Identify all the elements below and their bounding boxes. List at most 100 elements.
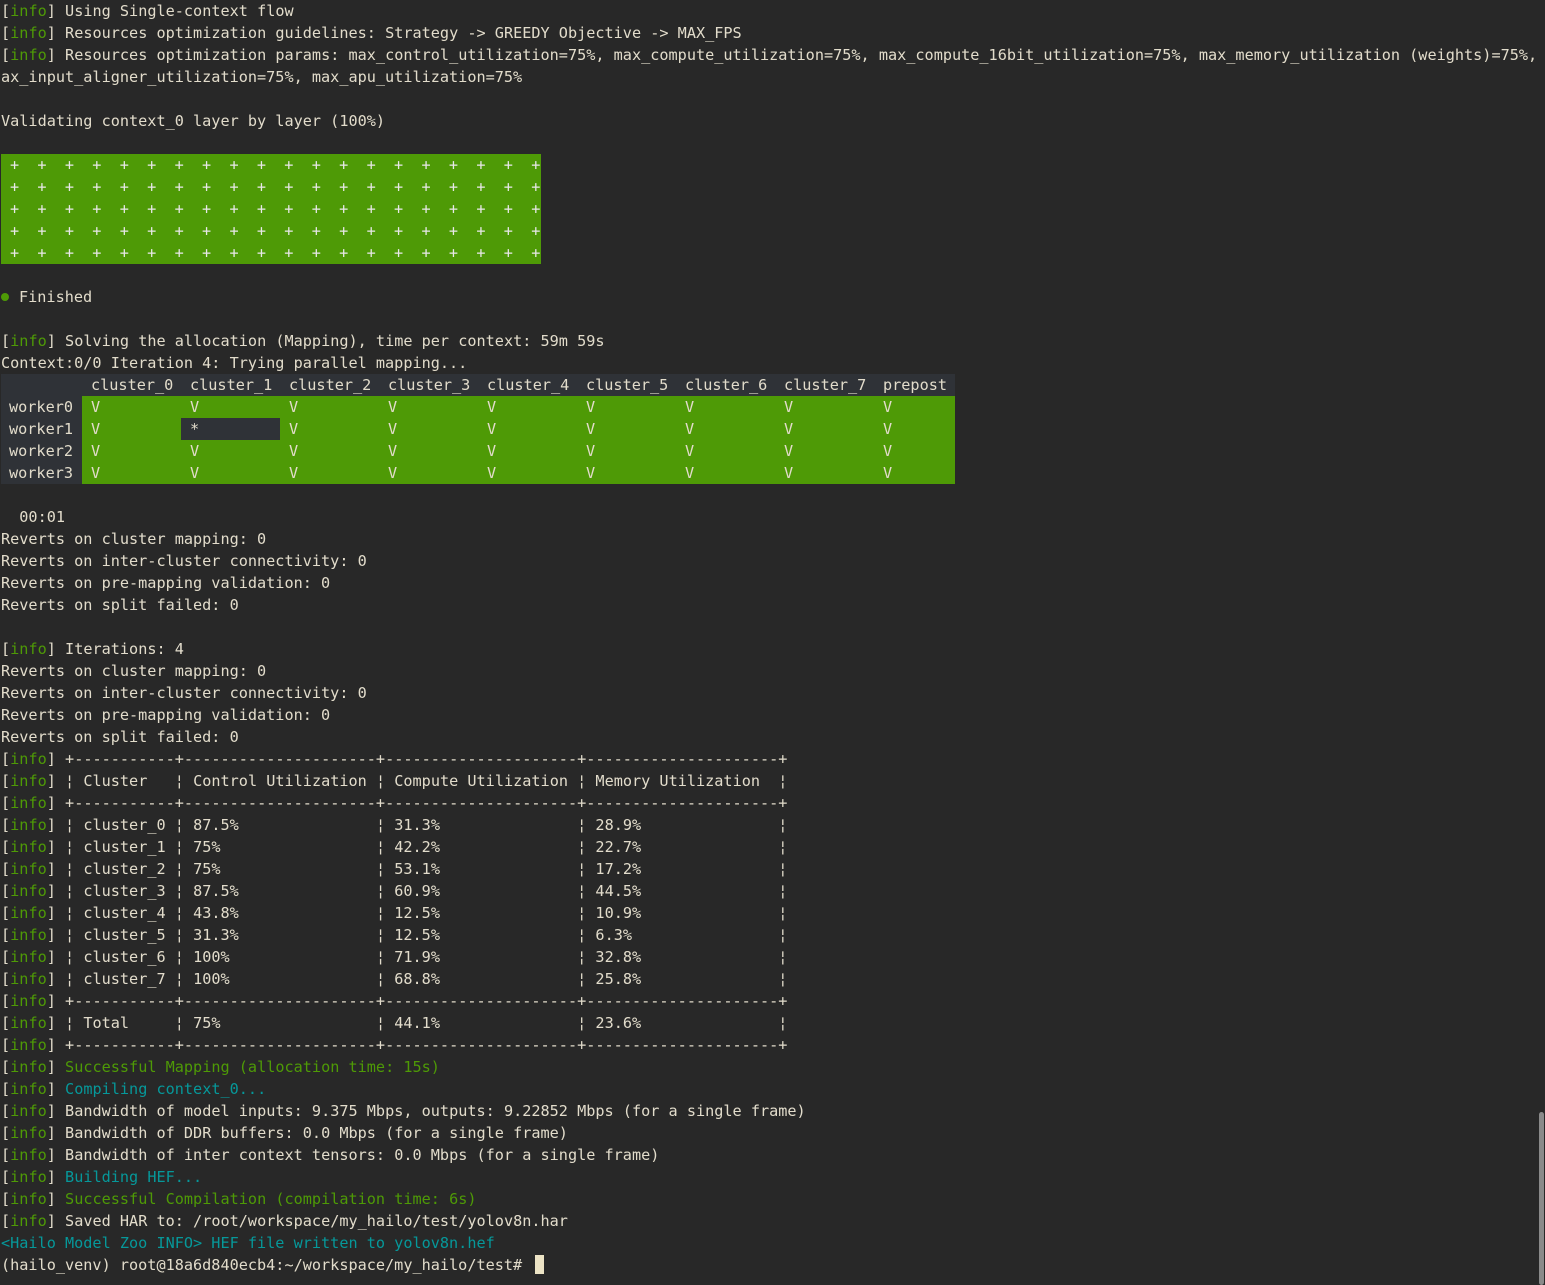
log-line: ax_input_aligner_utilization=75%, max_ap… (1, 66, 1533, 88)
util-table-row: [info] ¦ cluster_3 ¦ 87.5% ¦ 60.9% ¦ 44.5% ¦ (1, 880, 1533, 902)
log-text: Solving the allocation (Mapping), time p… (65, 332, 605, 350)
info-prefix-close: ] (46, 860, 56, 878)
log-text: Reverts on cluster mapping: 0 (1, 662, 267, 680)
log-text: Building HEF... (65, 1168, 203, 1186)
table-cell: Cluster (83, 772, 148, 790)
util-table-total: [info] ¦ Total ¦ 75% ¦ 44.1% ¦ 23.6% ¦ (1, 1012, 1533, 1034)
worker-label: worker0 (1, 396, 82, 418)
column-separator: ¦ (375, 926, 386, 944)
mapping-cell: V (883, 464, 893, 482)
util-table-row: [info] ¦ cluster_1 ¦ 75% ¦ 42.2% ¦ 22.7% ¦ (1, 836, 1533, 858)
info-prefix-open: [ (1, 772, 11, 790)
info-prefix-word: info (10, 1146, 47, 1164)
log-line: Reverts on pre-mapping validation: 0 (1, 704, 1533, 726)
blank-line (1, 264, 1533, 286)
log-line: Reverts on inter-cluster connectivity: 0 (1, 682, 1533, 704)
column-separator: ¦ (577, 948, 587, 966)
column-separator: ¦ (375, 816, 386, 834)
log-line: Reverts on cluster mapping: 0 (1, 660, 1533, 682)
table-cell: cluster_5 (83, 926, 166, 944)
column-separator: ¦ (375, 772, 386, 790)
mapping-cell: V (91, 398, 101, 416)
info-prefix-close: ] (46, 1190, 56, 1208)
info-prefix-open: [ (1, 816, 11, 834)
column-separator: ¦ (577, 1014, 587, 1032)
table-cell: 44.1% (394, 1014, 440, 1032)
mapping-cell: V (190, 442, 200, 460)
log-text: Successful Mapping (allocation time: 15s… (65, 1058, 440, 1076)
info-prefix-word: info (10, 860, 47, 878)
util-table-row: [info] ¦ cluster_0 ¦ 87.5% ¦ 31.3% ¦ 28.9% ¦ (1, 814, 1533, 836)
mapping-cell: V (784, 420, 794, 438)
util-table-border: [info] +-----------+--------------------… (1, 1034, 1533, 1056)
mapping-cell: V (190, 464, 200, 482)
info-prefix-word: info (10, 838, 47, 856)
info-prefix-word: info (10, 948, 47, 966)
column-separator: ¦ (577, 816, 587, 834)
info-prefix-open: [ (1, 882, 11, 900)
mapping-cell: V (190, 398, 200, 416)
info-prefix-open: [ (1, 1058, 11, 1076)
table-cell: 12.5% (394, 926, 440, 944)
log-text: ax_input_aligner_utilization=75%, max_ap… (1, 68, 523, 86)
info-prefix-word: info (10, 904, 47, 922)
mapping-cell: * (181, 418, 280, 440)
column-separator: ¦ (577, 904, 587, 922)
info-prefix-close: ] (46, 1102, 56, 1120)
info-prefix-word: info (10, 882, 47, 900)
column-separator: ¦ (174, 1014, 184, 1032)
mapping-cell: V (388, 442, 398, 460)
table-cell: 100% (193, 948, 230, 966)
table-cell: 68.8% (394, 970, 440, 988)
corner-cell (1, 374, 82, 396)
info-prefix-word: info (10, 2, 47, 20)
log-line: [info] Successful Mapping (allocation ti… (1, 1056, 1533, 1078)
worker-mapping-table: cluster_0 cluster_1 cluster_2 cluster_3 clus… (1, 374, 955, 484)
log-line (1, 616, 1533, 638)
log-line: Reverts on pre-mapping validation: 0 (1, 572, 1533, 594)
mapping-cell: V (388, 464, 398, 482)
table-cell: 25.8% (595, 970, 642, 988)
log-line: Reverts on split failed: 0 (1, 726, 1533, 748)
info-prefix-word: info (10, 772, 47, 790)
log-text: Bandwidth of inter context tensors: 0.0 … (65, 1146, 660, 1164)
info-prefix-word: info (10, 1124, 47, 1142)
info-prefix-close: ] (46, 332, 56, 350)
log-line: Reverts on inter-cluster connectivity: 0 (1, 550, 1533, 572)
column-separator: ¦ (65, 970, 75, 988)
scrollbar-thumb[interactable] (1539, 1112, 1544, 1285)
info-prefix-word: info (10, 640, 47, 658)
worker-table-header: cluster_0 cluster_1 cluster_2 cluster_3 clus… (1, 374, 955, 396)
column-separator: ¦ (778, 816, 788, 834)
mapping-cell: V (883, 420, 893, 438)
info-prefix-word: info (10, 1212, 47, 1230)
info-prefix-open: [ (1, 1080, 11, 1098)
column-separator: ¦ (174, 926, 184, 944)
log-text: Iterations: 4 (65, 640, 184, 658)
table-cell: 75% (193, 838, 221, 856)
mapping-cell: V (487, 398, 497, 416)
info-prefix-open: [ (1, 1168, 11, 1186)
table-cell: 100% (193, 970, 230, 988)
worker-label: worker2 (1, 440, 82, 462)
column-header: prepost (883, 376, 948, 394)
table-cell: 22.7% (595, 838, 642, 856)
info-prefix-open: [ (1, 948, 11, 966)
shell-prompt[interactable]: (hailo_venv) root@18a6d840ecb4:~/workspa… (1, 1254, 1533, 1276)
validation-progress-grid: + + + + + + + + + + + + + + + + + + + + +… (1, 154, 541, 264)
info-prefix-word: info (10, 992, 47, 1010)
log-line: [info] Bandwidth of model inputs: 9.375 … (1, 1100, 1533, 1122)
header-cells: cluster_0 cluster_1 cluster_2 cluster_3 clus… (82, 374, 955, 396)
worker-cells: V * V V V V V V V (82, 418, 955, 440)
border-line: +-----------+---------------------+-----… (65, 992, 788, 1010)
mapping-cell: V (784, 464, 794, 482)
mapping-cell: V (289, 420, 299, 438)
table-cell: 31.3% (193, 926, 239, 944)
mapping-cell: V (91, 464, 101, 482)
log-line: Validating context_0 layer by layer (100… (1, 110, 1533, 132)
info-prefix-open: [ (1, 1036, 11, 1054)
table-cell: 23.6% (595, 1014, 642, 1032)
